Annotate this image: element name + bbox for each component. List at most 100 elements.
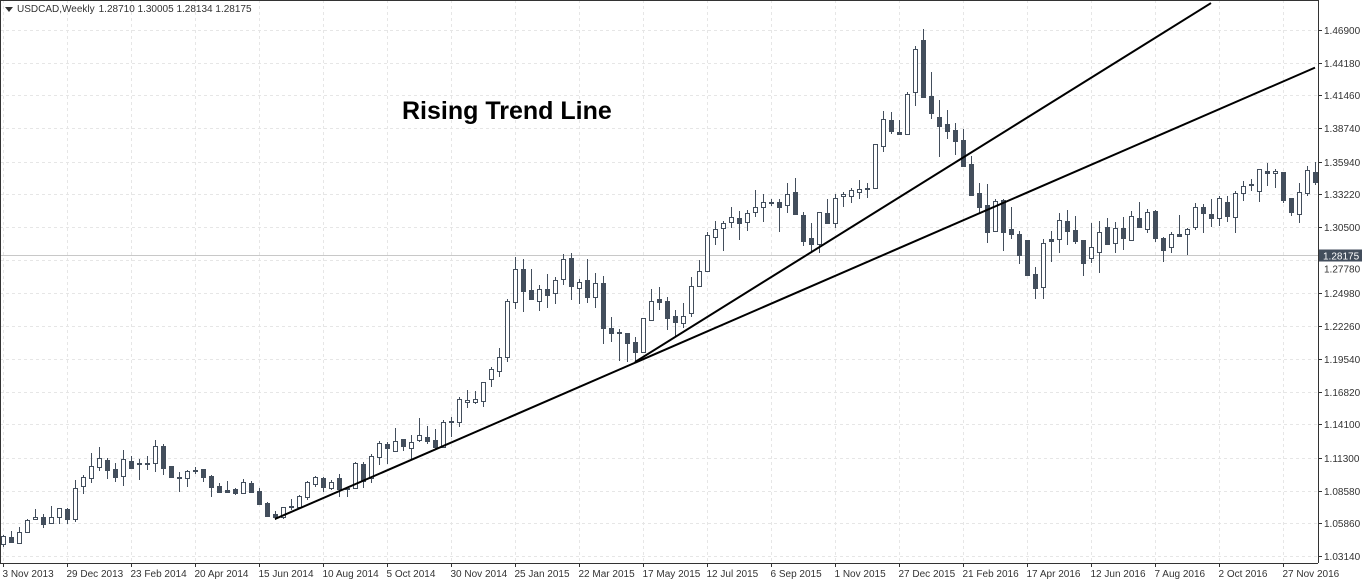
candle-body-bull	[241, 482, 246, 494]
candle-body-bull	[1145, 212, 1150, 230]
trend-line[interactable]	[634, 2, 1212, 363]
candle-body-bull	[145, 463, 150, 465]
x-tick-label: 1 Nov 2015	[835, 569, 887, 580]
candle-body-bear	[1001, 200, 1006, 233]
candle-body-bull	[489, 369, 494, 380]
candle-body-bull	[881, 119, 886, 147]
y-tick-label: 1.35940	[1324, 158, 1361, 169]
bid-price-label: 1.28175	[1323, 252, 1360, 263]
candle-body-bear	[945, 124, 950, 132]
y-tick-label: 1.46900	[1324, 26, 1361, 37]
candle-body-bull	[449, 421, 454, 423]
candle-body-bull	[289, 506, 294, 508]
candle-body-bear	[161, 446, 166, 469]
candle-body-bull	[1297, 192, 1302, 215]
candle-body-bull	[841, 194, 846, 197]
candle-body-bear	[793, 192, 798, 215]
candle-body-bull	[1169, 234, 1174, 248]
candle-body-bull	[697, 271, 702, 287]
candle-body-bear	[137, 463, 142, 465]
candle-body-bull	[305, 482, 310, 498]
candle-body-bear	[1225, 202, 1230, 217]
candle-body-bull	[649, 301, 654, 321]
candle-body-bear	[977, 193, 982, 208]
candle-body-bear	[113, 469, 118, 478]
candle-body-bull	[761, 202, 766, 208]
y-tick-label: 1.33220	[1324, 190, 1361, 201]
candle-body-bull	[745, 213, 750, 223]
candle-body-bull	[1057, 220, 1062, 240]
candle-body-bear	[1105, 227, 1110, 245]
y-tick-label: 1.14100	[1324, 420, 1361, 431]
candle-body-bear	[169, 466, 174, 478]
candle-body-bear	[385, 444, 390, 449]
candle-body-bear	[1033, 274, 1038, 289]
candle-body-bear	[969, 164, 974, 196]
candle-body-bull	[817, 212, 822, 245]
candle-body-bear	[673, 316, 678, 323]
candle-body-bear	[249, 483, 254, 493]
x-tick-label: 29 Dec 2013	[67, 569, 124, 580]
candle-body-bear	[177, 477, 182, 479]
y-tick-label: 1.11300	[1324, 454, 1360, 465]
candle-body-bull	[1241, 186, 1246, 194]
y-tick-label: 1.22260	[1324, 322, 1361, 333]
candle-body-bear	[1201, 207, 1206, 214]
bid-price-box	[1319, 249, 1362, 262]
candle-body-bear	[617, 332, 622, 334]
candle-body-bull	[409, 442, 414, 449]
candle-body-bear	[1313, 172, 1318, 183]
candles	[1, 29, 1318, 547]
x-tick-label: 27 Dec 2015	[899, 569, 956, 580]
y-tick-label: 1.03140	[1324, 552, 1361, 563]
candle-body-bull	[49, 517, 54, 524]
candle-body-bear	[521, 269, 526, 292]
grid	[0, 0, 1318, 563]
candle-body-bull	[513, 269, 518, 303]
candle-body-bull	[537, 289, 542, 302]
candle-body-bear	[825, 213, 830, 224]
candle-body-bear	[1137, 218, 1142, 228]
candle-body-bull	[729, 217, 734, 223]
triangle-down-icon[interactable]	[5, 7, 13, 12]
candle-body-bear	[129, 461, 134, 469]
candle-body-bear	[337, 478, 342, 490]
candle-body-bull	[185, 471, 190, 479]
x-tick-label: 25 Jan 2015	[515, 569, 570, 580]
candle-body-bear	[737, 218, 742, 224]
candle-body-bear	[929, 96, 934, 114]
trend-line[interactable]	[274, 66, 1316, 520]
candle-body-bear	[801, 215, 806, 242]
x-tick-label: 17 May 2015	[643, 569, 701, 580]
candle-body-bull	[193, 470, 198, 472]
candle-body-bear	[217, 486, 222, 493]
candle-body-bear	[433, 440, 438, 448]
candle-body-bull	[553, 280, 558, 294]
y-tick-label: 1.08580	[1324, 487, 1361, 498]
candle-body-bull	[705, 235, 710, 272]
candle-body-bear	[1281, 172, 1286, 201]
candle-body-bear	[65, 509, 70, 520]
y-tick-label: 1.27780	[1324, 265, 1361, 276]
candle-body-bear	[1009, 229, 1014, 235]
trend-lines[interactable]	[274, 2, 1316, 520]
candle-body-bear	[777, 202, 782, 208]
candle-body-bear	[1081, 240, 1086, 264]
y-tick-label: 1.16820	[1324, 388, 1361, 399]
candle-body-bear	[657, 299, 662, 303]
candle-body-bull	[353, 463, 358, 489]
candle-body-bear	[41, 517, 46, 525]
x-tick-label: 12 Jun 2016	[1091, 569, 1146, 580]
candle-body-bear	[609, 328, 614, 334]
candle-body-bull	[417, 435, 422, 441]
y-tick-label: 1.30500	[1324, 223, 1361, 234]
candle-body-bear	[321, 478, 326, 488]
candle-body-bull	[1089, 247, 1094, 259]
candle-body-bear	[865, 188, 870, 190]
candle-body-bear	[1065, 221, 1070, 232]
candle-body-bull	[377, 443, 382, 458]
x-tick-label: 27 Nov 2016	[1283, 569, 1340, 580]
candle-body-bull	[1217, 198, 1222, 219]
